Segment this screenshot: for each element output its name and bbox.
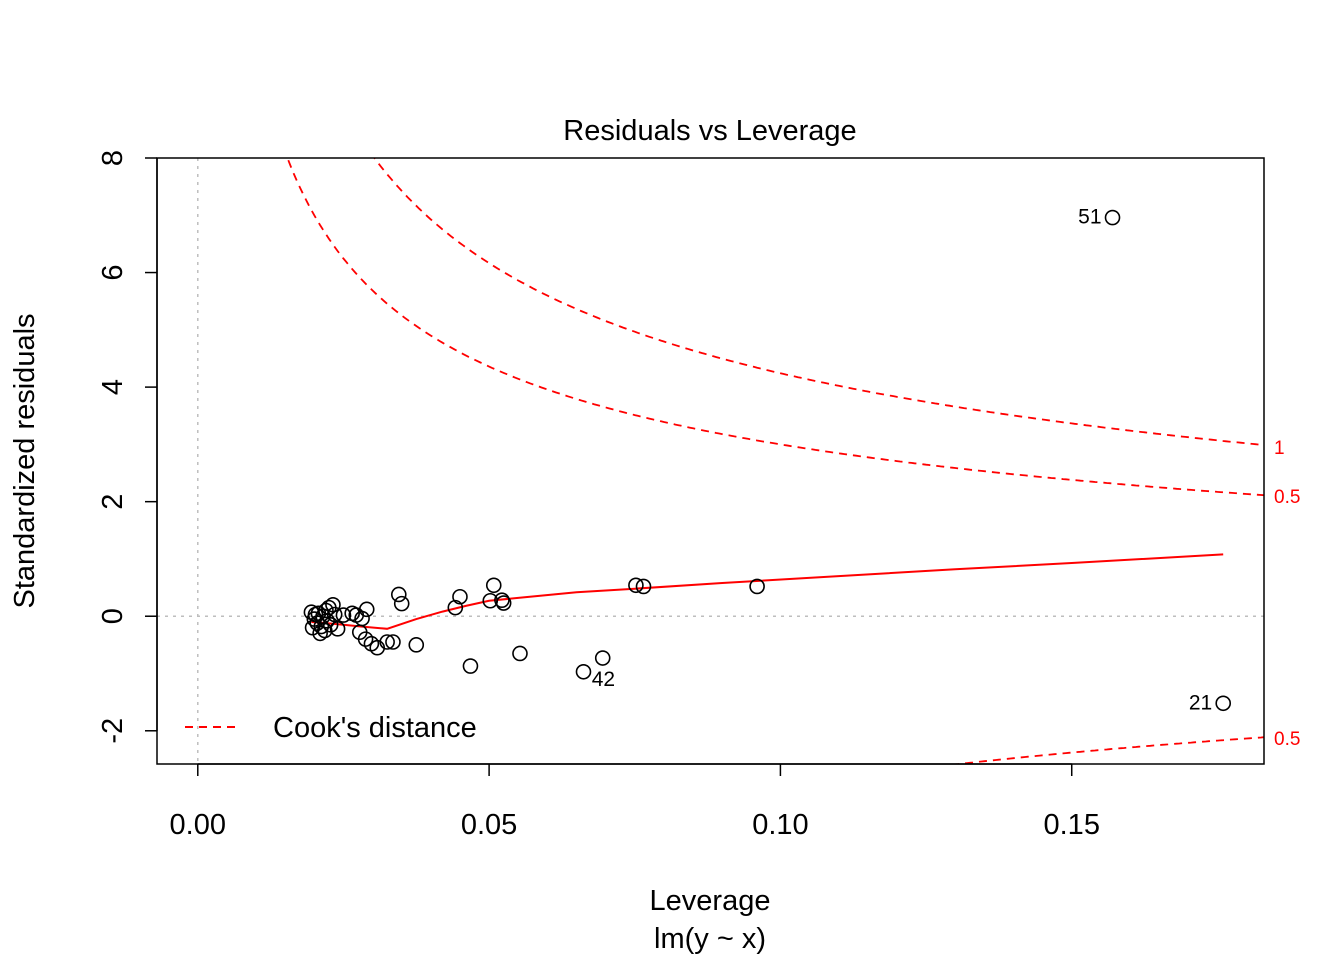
cooks-contour-lower-05 — [950, 736, 1264, 764]
data-point — [575, 663, 592, 680]
x-tick-label: 0.00 — [170, 809, 226, 841]
data-point — [628, 577, 644, 594]
smoother-line — [311, 553, 1224, 630]
point-label-42: 42 — [592, 668, 615, 691]
x-axis-sublabel: lm(y ~ x) — [654, 923, 766, 955]
data-point — [452, 588, 468, 605]
data-point — [749, 578, 765, 595]
data-point — [316, 622, 333, 639]
y-tick-label: 8 — [97, 150, 129, 166]
y-tick-label: 2 — [97, 494, 129, 510]
x-tick-label: 0.10 — [752, 809, 808, 841]
y-axis-label: Standardized residuals — [9, 313, 41, 608]
data-point — [512, 645, 528, 662]
cooks-distance-curves — [286, 158, 1264, 821]
y-tick-label: -2 — [97, 718, 129, 744]
data-point — [485, 577, 502, 594]
data-point — [1215, 695, 1232, 712]
data-point — [393, 595, 410, 612]
data-point — [495, 595, 512, 611]
cooks-contour-lower-1 — [984, 787, 1264, 821]
cooks-label-upper-05: 0.5 — [1274, 487, 1300, 508]
chart-title: Residuals vs Leverage — [563, 115, 856, 147]
legend: Cook's distance — [185, 712, 477, 744]
data-point — [329, 621, 346, 637]
reference-lines — [157, 158, 1264, 764]
plot-frame — [156, 157, 1265, 765]
y-tick-label: 4 — [97, 379, 129, 395]
data-point — [326, 606, 343, 623]
data-point — [594, 650, 611, 666]
data-point — [379, 634, 395, 650]
cooks-label-lower-05: 0.5 — [1274, 729, 1300, 750]
data-point — [462, 658, 479, 674]
cooks-contour-upper-05 — [286, 158, 1264, 497]
cooks-level-labels: 1 0.5 0.5 — [1274, 438, 1300, 750]
cooks-label-upper-1: 1 — [1274, 438, 1285, 459]
data-point — [494, 592, 510, 608]
data-points: 42 51 21 — [303, 206, 1232, 714]
data-point — [325, 596, 341, 613]
data-point — [1104, 209, 1121, 226]
data-point — [354, 610, 370, 627]
point-label-21: 21 — [1189, 691, 1212, 714]
x-tick-label: 0.05 — [461, 809, 517, 841]
y-axis: -2 0 2 4 6 8 — [97, 150, 158, 744]
x-axis-label: Leverage — [650, 885, 771, 917]
legend-label: Cook's distance — [273, 712, 477, 744]
point-label-51: 51 — [1078, 206, 1101, 229]
x-tick-label: 0.15 — [1044, 809, 1100, 841]
x-axis: 0.00 0.05 0.10 0.15 — [170, 763, 1100, 841]
data-point — [313, 618, 330, 635]
data-point — [390, 586, 407, 603]
cooks-contour-upper-1 — [373, 158, 1264, 446]
y-tick-label: 6 — [97, 264, 129, 280]
data-point — [635, 578, 652, 595]
y-tick-label: 0 — [97, 608, 129, 624]
data-point — [358, 601, 375, 618]
data-point — [447, 599, 464, 616]
data-point — [408, 637, 425, 653]
data-point — [385, 634, 401, 650]
data-point — [335, 607, 352, 623]
